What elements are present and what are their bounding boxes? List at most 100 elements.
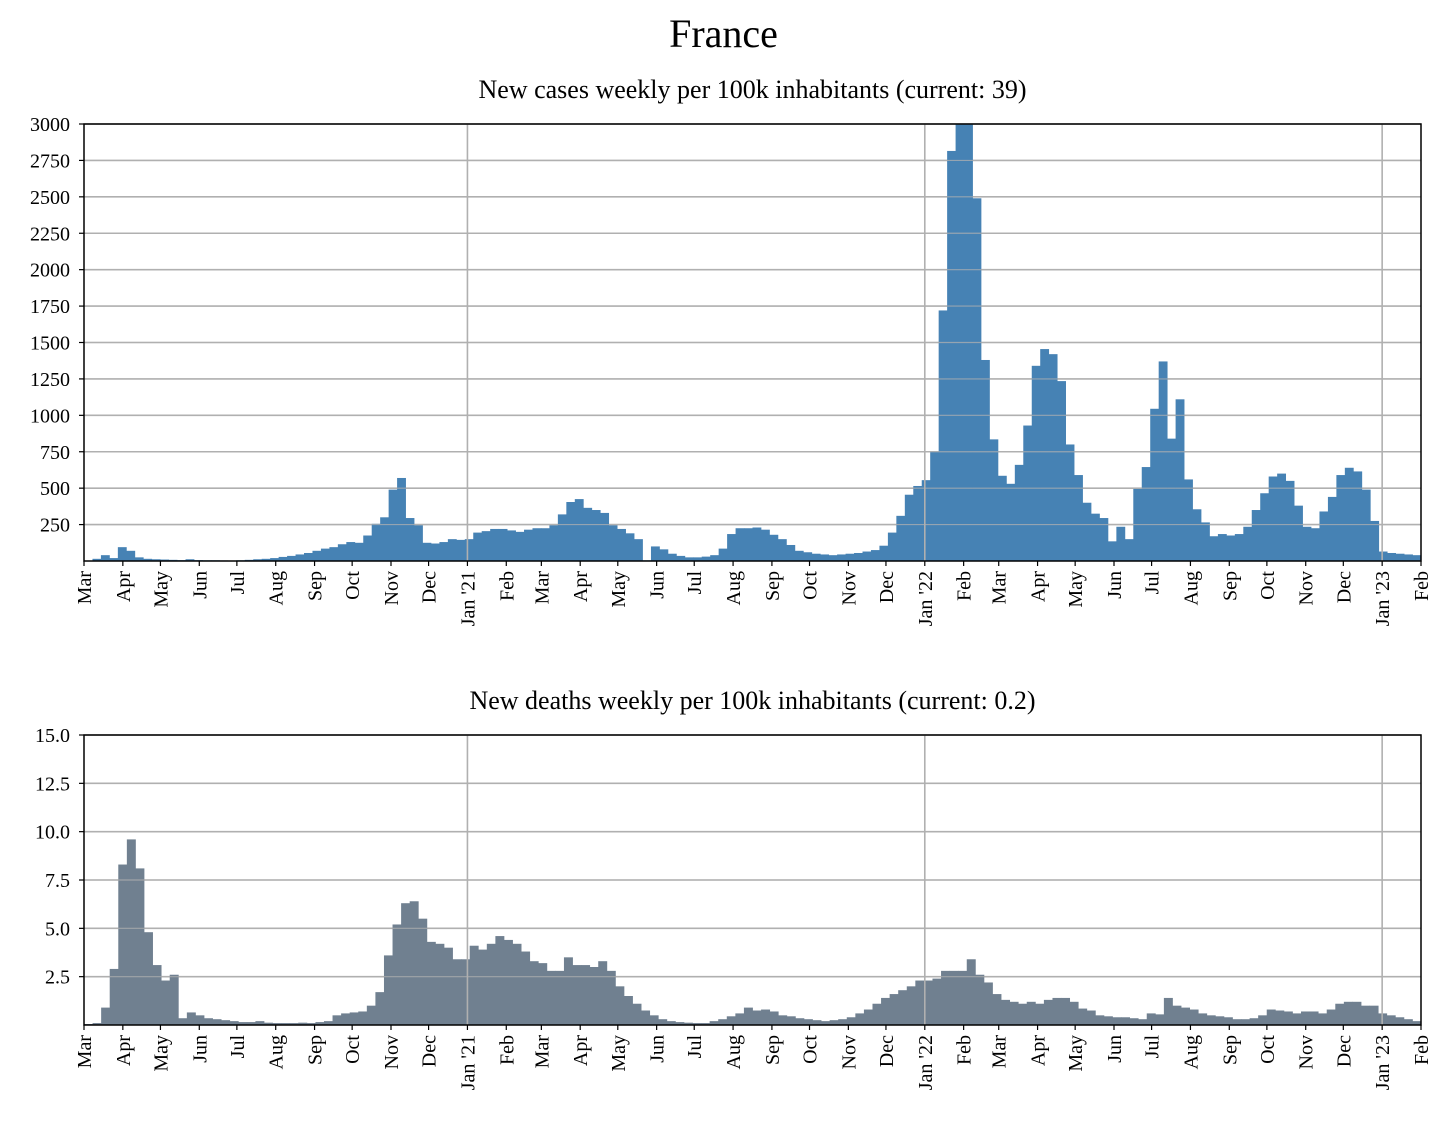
x-tick-label: Mar	[989, 571, 1011, 605]
bar	[1150, 408, 1160, 561]
bar	[854, 552, 863, 561]
x-tick-label: May	[150, 571, 172, 608]
bar	[1023, 425, 1033, 561]
bar	[366, 1005, 376, 1025]
bar	[323, 1021, 333, 1025]
bar	[1412, 1021, 1422, 1025]
x-tick-label: Oct	[342, 571, 364, 600]
y-tick-label: 2250	[30, 223, 70, 245]
bar	[1335, 1003, 1345, 1025]
bar	[1326, 1009, 1336, 1025]
x-tick-label: Nov	[838, 571, 860, 605]
bar	[904, 494, 914, 561]
bar	[380, 517, 390, 561]
bar	[1095, 1015, 1105, 1025]
bar	[958, 970, 968, 1025]
x-tick-label: Oct	[800, 571, 822, 600]
bar	[794, 550, 804, 561]
bar	[872, 1003, 882, 1025]
x-tick-label: Nov	[381, 1035, 403, 1069]
bar	[855, 1013, 865, 1025]
bar	[906, 986, 916, 1025]
x-tick-label: Apr	[1028, 1035, 1050, 1066]
bar	[1260, 493, 1270, 561]
bar	[92, 558, 102, 561]
x-tick-label: Feb	[1411, 571, 1433, 601]
x-tick-label: Dec	[1333, 1035, 1355, 1067]
bar	[117, 547, 127, 561]
bar	[1181, 1007, 1190, 1025]
bar	[786, 1016, 796, 1025]
bar	[253, 559, 263, 561]
x-tick-label: Sep	[305, 1035, 327, 1065]
bar	[461, 959, 471, 1025]
bar	[932, 978, 942, 1025]
x-tick-label: Sep	[305, 571, 327, 601]
bar	[152, 965, 162, 1025]
bar	[1129, 1018, 1139, 1025]
bar	[486, 943, 496, 1025]
bar	[1226, 535, 1236, 561]
bar	[930, 451, 940, 561]
bar	[1266, 1009, 1276, 1025]
bar	[777, 539, 787, 561]
bar	[490, 528, 500, 561]
bar	[332, 1015, 342, 1025]
x-tick-label: Mar	[989, 1035, 1011, 1069]
bar	[1121, 1017, 1130, 1025]
bar	[109, 558, 119, 561]
bar	[1069, 1001, 1079, 1025]
bar	[887, 532, 897, 561]
x-tick-label: Jan '23	[1372, 571, 1394, 626]
bar	[709, 1021, 719, 1025]
bar	[667, 553, 677, 561]
bar	[634, 539, 643, 561]
x-tick-label: Jun	[1104, 571, 1126, 599]
bar	[1277, 473, 1287, 561]
bar	[760, 529, 770, 561]
bar	[337, 544, 347, 561]
bar	[1370, 520, 1380, 561]
bar	[422, 542, 432, 561]
x-tick-label: Jun	[189, 1035, 211, 1063]
x-tick-label: Jul	[1142, 571, 1164, 595]
bar	[752, 1010, 762, 1025]
bar	[947, 150, 956, 561]
bar	[1223, 1017, 1233, 1025]
bar	[246, 1022, 256, 1025]
bar	[1369, 1005, 1379, 1025]
bar	[1048, 354, 1058, 561]
x-tick-label: Jul	[684, 1035, 706, 1059]
x-tick-label: Dec	[419, 1035, 441, 1067]
bar	[975, 974, 985, 1025]
bar	[1086, 1010, 1096, 1025]
bar	[821, 1021, 831, 1025]
bar	[405, 518, 415, 561]
bar	[803, 552, 813, 561]
bar	[1107, 541, 1117, 561]
bar	[329, 547, 339, 561]
x-tick-label: Jun	[189, 571, 211, 599]
x-tick-label: Dec	[876, 1035, 898, 1067]
bar	[312, 550, 322, 561]
bar	[992, 994, 1002, 1025]
x-tick-label: Aug	[1180, 571, 1202, 605]
bar	[938, 310, 948, 561]
bar	[126, 550, 136, 561]
bar	[1232, 1019, 1242, 1025]
bar	[1327, 496, 1337, 561]
y-tick-label: 1250	[30, 369, 70, 391]
bar	[287, 555, 296, 561]
bar	[1141, 467, 1151, 561]
bar	[1215, 1016, 1225, 1025]
bar	[134, 557, 144, 561]
x-tick-label: Apr	[1028, 571, 1050, 602]
bar	[778, 1015, 788, 1025]
bar	[838, 1019, 848, 1025]
x-tick-label: Jan '22	[915, 571, 937, 626]
bar	[255, 1021, 265, 1025]
bar	[1009, 1001, 1019, 1025]
bar	[812, 1020, 822, 1025]
bar	[820, 554, 830, 561]
bar	[1090, 513, 1100, 561]
